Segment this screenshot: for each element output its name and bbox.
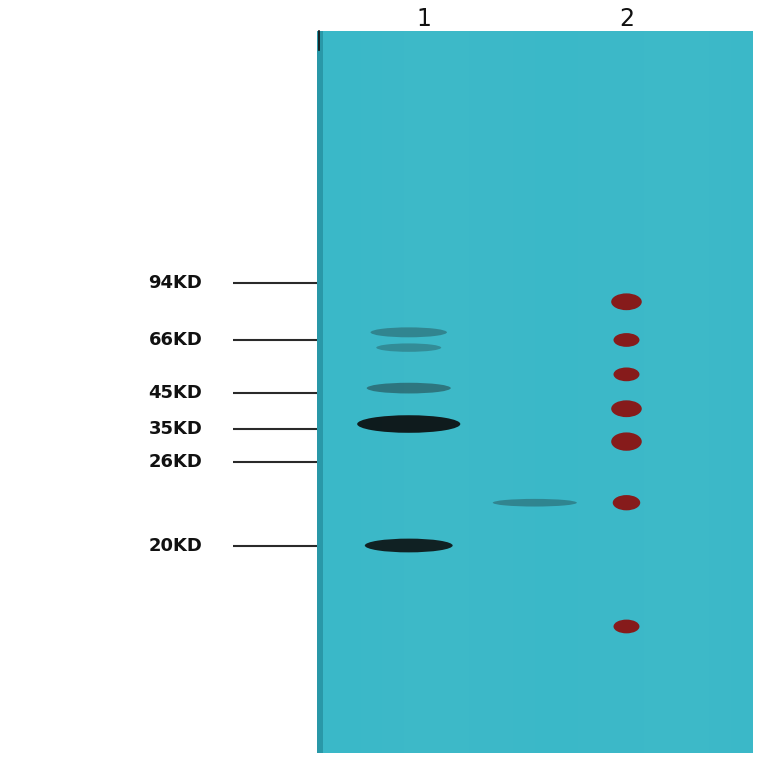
Bar (448, 31, 469, 753)
Text: 2: 2 (619, 7, 634, 31)
Bar (426, 31, 448, 753)
Bar (556, 31, 578, 753)
Text: 45KD: 45KD (148, 384, 202, 403)
Bar (578, 31, 601, 753)
Ellipse shape (367, 383, 451, 393)
Bar (404, 31, 426, 753)
Ellipse shape (611, 293, 642, 310)
Bar (339, 31, 361, 753)
Bar (709, 31, 731, 753)
Bar (317, 31, 339, 753)
Ellipse shape (613, 367, 639, 381)
Bar (601, 31, 622, 753)
Ellipse shape (613, 620, 639, 633)
Ellipse shape (371, 327, 447, 337)
Text: 66KD: 66KD (148, 331, 202, 349)
Ellipse shape (376, 344, 442, 351)
Bar (317, 31, 323, 753)
Text: 94KD: 94KD (148, 274, 202, 292)
Bar (644, 31, 665, 753)
Ellipse shape (358, 415, 460, 432)
Text: 1: 1 (416, 7, 432, 31)
Ellipse shape (493, 499, 577, 507)
Bar (513, 31, 535, 753)
Bar (469, 31, 491, 753)
Bar (665, 31, 688, 753)
Text: 35KD: 35KD (148, 420, 202, 439)
Bar (317, 31, 753, 753)
Bar (361, 31, 383, 753)
Bar (535, 31, 556, 753)
Ellipse shape (365, 539, 453, 552)
Bar (731, 31, 753, 753)
Text: 20KD: 20KD (148, 537, 202, 555)
Ellipse shape (611, 432, 642, 451)
Bar (622, 31, 644, 753)
Ellipse shape (613, 333, 639, 347)
Bar (491, 31, 513, 753)
Text: 26KD: 26KD (148, 453, 202, 471)
Bar (688, 31, 709, 753)
Bar (382, 31, 404, 753)
Ellipse shape (613, 495, 640, 510)
Ellipse shape (611, 400, 642, 417)
